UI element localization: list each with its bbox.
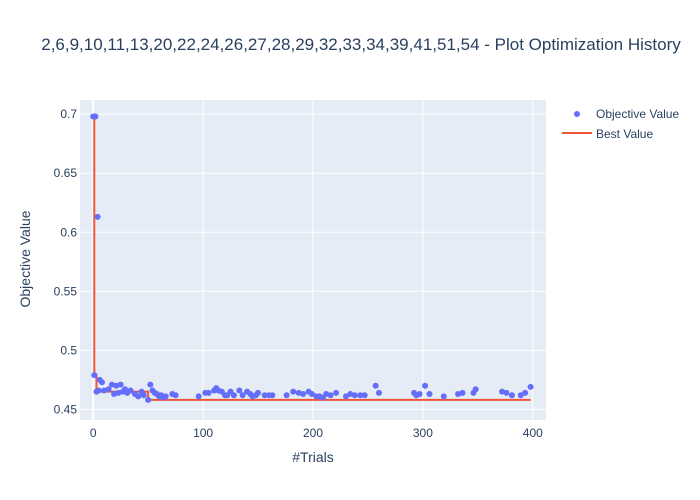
objective-point[interactable] xyxy=(440,393,447,400)
objective-point[interactable] xyxy=(422,382,429,389)
objective-point[interactable] xyxy=(98,379,105,386)
objective-point[interactable] xyxy=(517,392,524,399)
objective-point[interactable] xyxy=(527,383,534,390)
objective-point[interactable] xyxy=(508,392,515,399)
objective-point[interactable] xyxy=(105,386,112,393)
objective-point[interactable] xyxy=(205,389,212,396)
y-axis-label: Objective Value xyxy=(17,210,33,307)
x-axis-label: #Trials xyxy=(292,449,334,465)
objective-point[interactable] xyxy=(357,392,364,399)
y-tick-label: 0.6 xyxy=(60,225,77,239)
objective-point[interactable] xyxy=(239,392,246,399)
objective-point[interactable] xyxy=(195,393,202,400)
objective-point[interactable] xyxy=(283,392,290,399)
objective-point[interactable] xyxy=(117,381,124,388)
x-tick-label: 200 xyxy=(303,426,323,440)
legend-label-objective-value: Objective Value xyxy=(596,107,679,121)
objective-point[interactable] xyxy=(426,391,433,398)
objective-point[interactable] xyxy=(94,213,101,220)
y-tick-label: 0.45 xyxy=(54,402,78,416)
objective-point[interactable] xyxy=(342,393,349,400)
objective-point[interactable] xyxy=(127,387,134,394)
objective-point[interactable] xyxy=(162,393,169,400)
objective-point[interactable] xyxy=(333,389,340,396)
legend-item-objective-value[interactable]: Objective Value xyxy=(574,107,679,121)
objective-point[interactable] xyxy=(236,387,243,394)
y-tick-label: 0.7 xyxy=(60,107,77,121)
objective-point[interactable] xyxy=(290,388,297,395)
x-tick-label: 300 xyxy=(413,426,433,440)
objective-point[interactable] xyxy=(255,389,262,396)
objective-point[interactable] xyxy=(145,396,152,403)
objective-point[interactable] xyxy=(308,391,315,398)
legend[interactable]: Objective Value Best Value xyxy=(562,107,679,141)
x-tick-label: 0 xyxy=(90,426,97,440)
chart-title: 2,6,9,10,11,13,20,22,24,26,27,28,29,32,3… xyxy=(41,35,681,54)
objective-point[interactable] xyxy=(416,391,423,398)
objective-point[interactable] xyxy=(91,372,98,379)
objective-point[interactable] xyxy=(269,392,276,399)
x-tick-label: 100 xyxy=(193,426,213,440)
objective-point[interactable] xyxy=(95,387,102,394)
objective-point[interactable] xyxy=(92,113,99,120)
y-axis-ticks: 0.45 0.5 0.55 0.6 0.65 0.7 xyxy=(54,107,78,416)
objective-point[interactable] xyxy=(261,392,268,399)
grid-lines xyxy=(80,100,546,420)
objective-point[interactable] xyxy=(372,382,379,389)
objective-point[interactable] xyxy=(459,389,466,396)
legend-item-best-value[interactable]: Best Value xyxy=(562,127,653,141)
x-tick-label: 400 xyxy=(523,426,543,440)
objective-point[interactable] xyxy=(140,392,147,399)
objective-point[interactable] xyxy=(230,392,237,399)
objective-point[interactable] xyxy=(472,386,479,393)
legend-label-best-value: Best Value xyxy=(596,127,653,141)
x-axis-ticks: 0 100 200 300 400 xyxy=(90,426,543,440)
objective-value-series xyxy=(90,113,534,403)
objective-point[interactable] xyxy=(172,392,179,399)
y-tick-label: 0.65 xyxy=(54,166,78,180)
objective-point[interactable] xyxy=(361,392,368,399)
objective-point[interactable] xyxy=(351,392,358,399)
y-tick-label: 0.55 xyxy=(54,284,78,298)
legend-marker-objective-value xyxy=(574,111,580,117)
objective-point[interactable] xyxy=(522,389,529,396)
objective-point[interactable] xyxy=(327,392,334,399)
objective-point[interactable] xyxy=(147,381,154,388)
objective-point[interactable] xyxy=(135,393,142,400)
objective-point[interactable] xyxy=(375,389,382,396)
y-tick-label: 0.5 xyxy=(60,343,77,357)
objective-point[interactable] xyxy=(503,389,510,396)
objective-point[interactable] xyxy=(300,391,307,398)
